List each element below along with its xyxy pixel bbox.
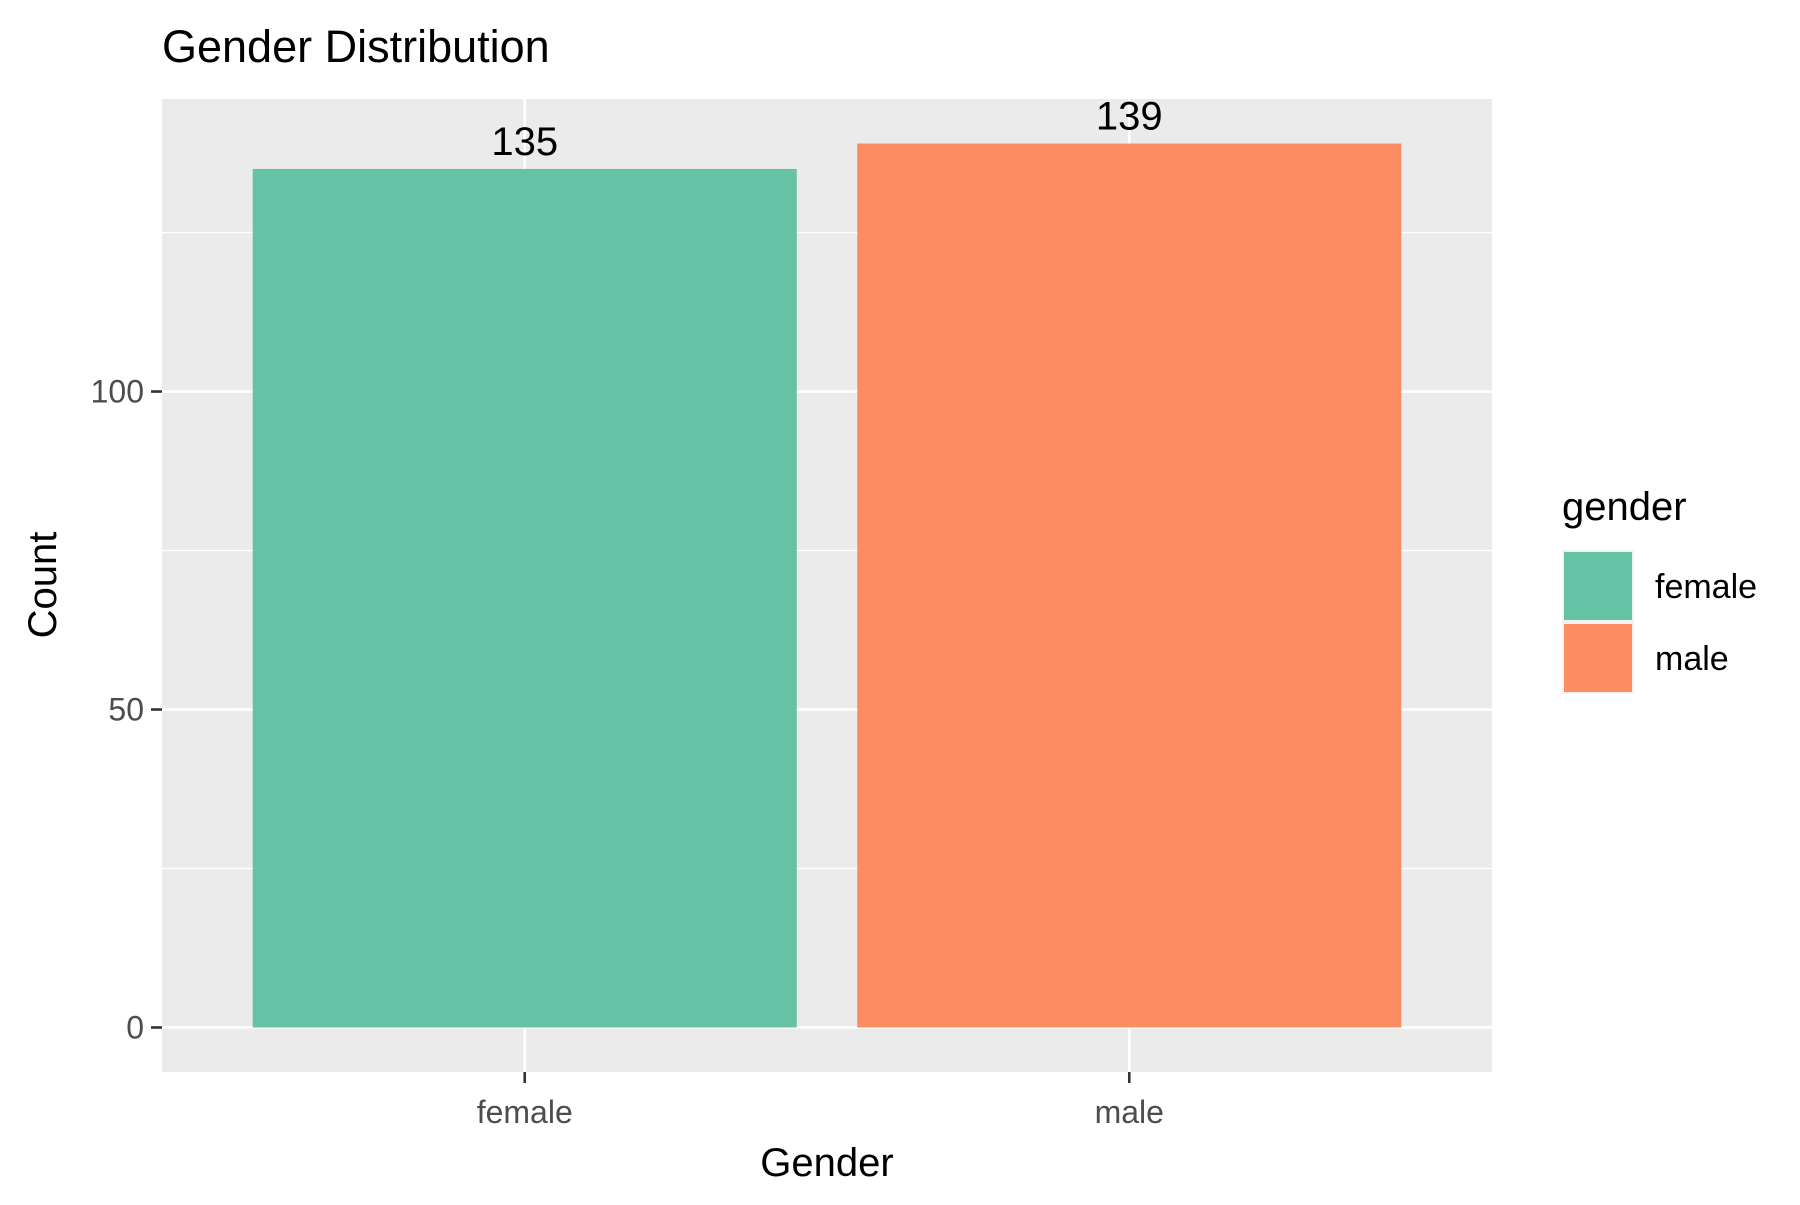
data-label-male: 139	[1096, 95, 1163, 139]
x-axis: female male	[477, 1072, 1164, 1130]
x-tick-label-female: female	[477, 1094, 573, 1130]
chart-title: Gender Distribution	[162, 21, 550, 72]
legend-label-female: female	[1655, 568, 1757, 606]
y-tick-label: 50	[108, 692, 144, 728]
x-axis-title: Gender	[760, 1141, 893, 1185]
y-axis: 0 50 100	[91, 374, 162, 1045]
legend-label-male: male	[1655, 640, 1729, 678]
bar-male	[857, 143, 1402, 1028]
bar-female	[252, 168, 797, 1028]
bars-group	[252, 143, 1402, 1028]
legend-swatch-female	[1564, 552, 1632, 620]
data-labels-group: 135 139	[491, 95, 1162, 164]
legend: gender female male	[1562, 485, 1757, 694]
y-tick-label: 0	[126, 1009, 144, 1045]
y-tick-label: 100	[91, 374, 144, 410]
x-tick-label-male: male	[1095, 1094, 1164, 1130]
legend-swatch-male	[1564, 624, 1632, 692]
legend-title: gender	[1562, 485, 1687, 529]
data-label-female: 135	[491, 120, 558, 164]
y-axis-title: Count	[21, 532, 65, 639]
